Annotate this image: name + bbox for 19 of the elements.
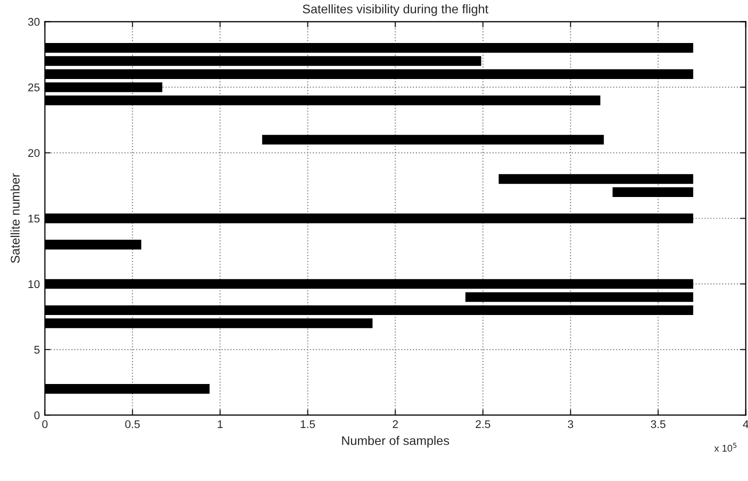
y-tick-label: 25 <box>28 83 40 92</box>
y-tick-label: 20 <box>28 149 40 157</box>
y-tick-label: 10 <box>28 280 40 288</box>
x-tick-label: 0 <box>42 420 48 428</box>
y-tick-label: 15 <box>28 214 40 223</box>
x-tick-label: 3.5 <box>650 420 666 428</box>
y-tick-label: 0 <box>34 411 40 420</box>
x-axis-title: Number of samples <box>342 436 450 448</box>
y-axis-title: Satellite number <box>10 173 20 263</box>
y-tick-label: 5 <box>34 346 40 354</box>
x-tick-label: 0.5 <box>125 420 140 428</box>
x-tick-label: 2.5 <box>476 420 490 428</box>
y-tick-label: 30 <box>28 18 40 26</box>
x-tick-label: 2 <box>392 420 398 428</box>
x-tick-label: 1.5 <box>300 420 315 428</box>
chart-title: Satellites visibility during the flight <box>302 4 488 16</box>
x-tick-label: 1 <box>218 420 223 428</box>
text: x 10$^{5}$ <box>714 442 736 452</box>
x-tick-label: 3 <box>568 420 574 428</box>
